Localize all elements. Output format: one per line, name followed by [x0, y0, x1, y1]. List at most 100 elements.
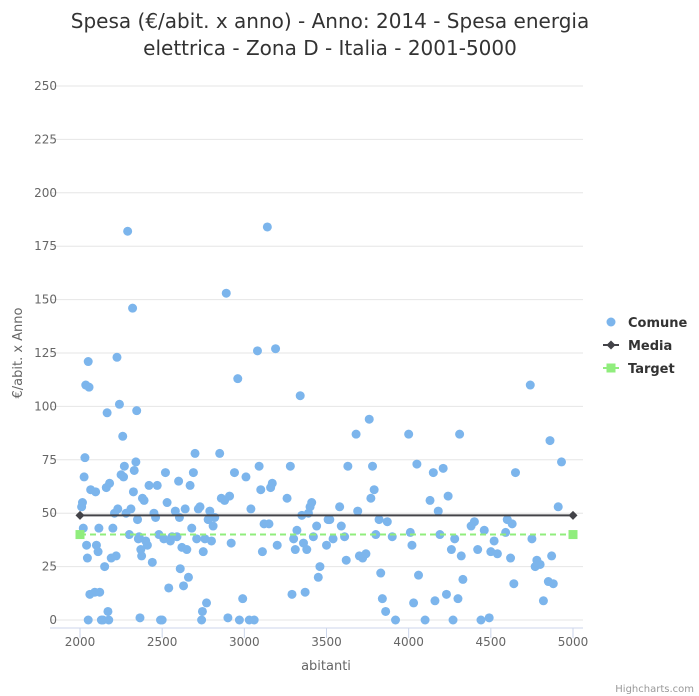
point — [254, 461, 264, 471]
point — [147, 557, 157, 567]
y-tick-label: 25 — [42, 560, 57, 574]
point — [249, 615, 259, 625]
point — [369, 485, 379, 495]
point — [133, 515, 143, 525]
point — [175, 564, 185, 574]
point — [187, 523, 197, 533]
point — [257, 547, 267, 557]
point — [368, 461, 378, 471]
point — [548, 579, 558, 589]
point — [364, 414, 374, 424]
point — [160, 468, 170, 478]
y-tick-label: 250 — [34, 79, 57, 93]
point — [287, 589, 297, 599]
point — [188, 468, 198, 478]
point — [547, 551, 557, 561]
point — [215, 448, 225, 458]
point — [328, 534, 338, 544]
point — [172, 532, 182, 542]
legend-label[interactable]: Media — [628, 339, 672, 354]
y-tick-label: 50 — [42, 506, 57, 520]
point — [381, 606, 391, 616]
point — [252, 346, 262, 356]
point — [124, 530, 134, 540]
point — [308, 532, 318, 542]
point — [292, 525, 302, 535]
point — [412, 459, 422, 469]
point — [376, 568, 386, 578]
x-tick-label: 3500 — [311, 635, 342, 649]
point — [361, 549, 371, 559]
point — [131, 457, 141, 467]
point — [223, 613, 233, 623]
point — [289, 534, 299, 544]
legend-label[interactable]: Target — [628, 362, 675, 377]
point — [197, 606, 207, 616]
point — [170, 506, 180, 516]
point — [262, 222, 272, 232]
point — [377, 594, 387, 604]
point — [226, 538, 236, 548]
point — [208, 521, 218, 531]
marker — [568, 530, 578, 540]
point — [267, 478, 277, 488]
point — [509, 579, 519, 589]
legend-marker — [606, 317, 616, 327]
point — [325, 515, 335, 525]
point — [335, 502, 345, 512]
point — [450, 534, 460, 544]
point — [473, 545, 483, 555]
point — [128, 487, 138, 497]
y-tick-label: 225 — [34, 132, 57, 146]
point — [137, 551, 147, 561]
point — [351, 429, 361, 439]
point — [484, 613, 494, 623]
point — [82, 553, 92, 563]
point — [456, 551, 466, 561]
point — [126, 504, 136, 514]
point — [448, 615, 458, 625]
point — [83, 615, 93, 625]
point — [233, 374, 243, 384]
x-tick-label: 3000 — [229, 635, 260, 649]
point — [105, 478, 115, 488]
point — [336, 521, 346, 531]
point — [210, 512, 220, 522]
point — [93, 547, 103, 557]
x-tick-label: 2500 — [147, 635, 178, 649]
point — [225, 491, 235, 501]
point — [229, 468, 239, 478]
marker — [75, 510, 85, 520]
point — [206, 536, 216, 546]
point — [113, 504, 123, 514]
point — [553, 502, 563, 512]
point — [162, 498, 172, 508]
point — [366, 493, 376, 503]
point — [556, 457, 566, 467]
point — [91, 487, 101, 497]
point — [501, 527, 511, 537]
point — [476, 615, 486, 625]
legend-label[interactable]: Comune — [628, 316, 688, 331]
point — [510, 468, 520, 478]
point — [84, 382, 94, 392]
point — [174, 476, 184, 486]
point — [374, 515, 384, 525]
point — [111, 551, 121, 561]
point — [139, 495, 149, 505]
point — [157, 615, 167, 625]
point — [79, 472, 89, 482]
point — [174, 512, 184, 522]
point — [151, 512, 161, 522]
point — [100, 562, 110, 572]
point — [83, 357, 93, 367]
point — [443, 491, 453, 501]
point — [535, 559, 545, 569]
point — [118, 431, 128, 441]
point — [430, 596, 440, 606]
y-tick-label: 200 — [34, 186, 57, 200]
point — [405, 527, 415, 537]
point — [433, 506, 443, 516]
point — [144, 480, 154, 490]
point — [103, 606, 113, 616]
